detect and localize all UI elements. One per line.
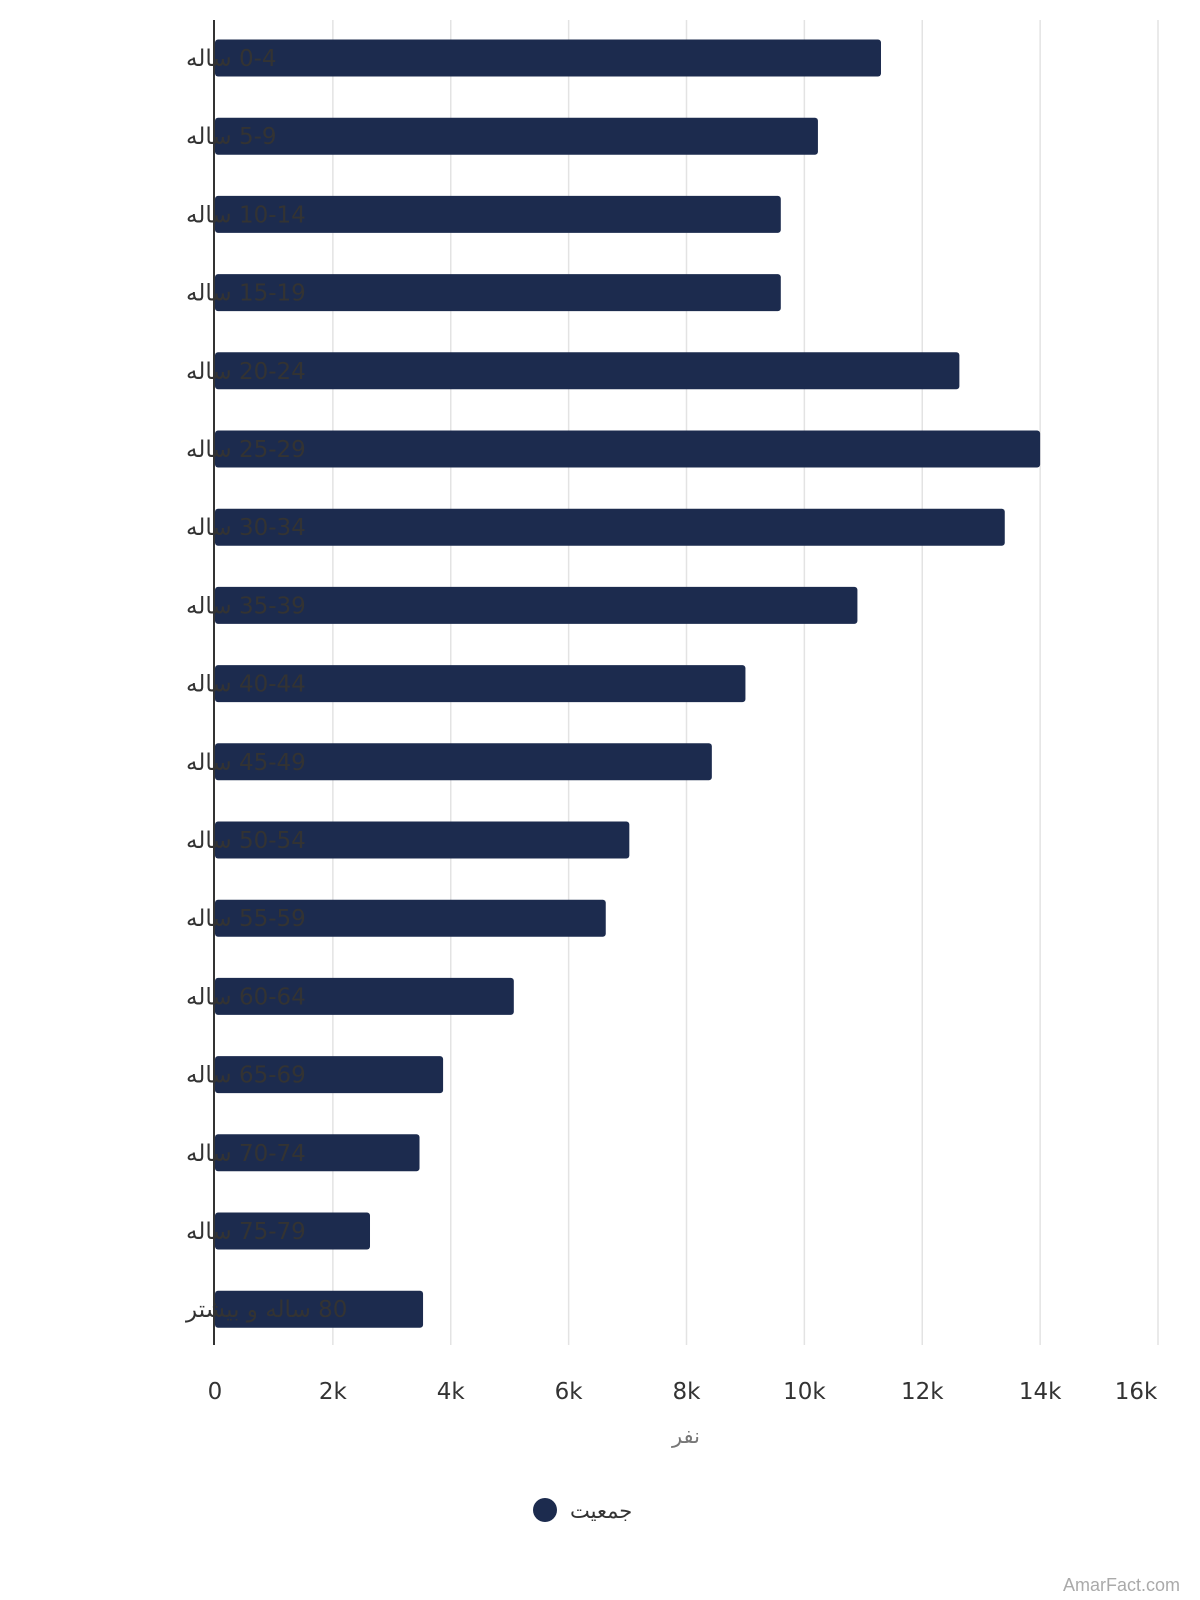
category-label: 80 ساله و بیشتر (185, 1297, 347, 1323)
legend-label: جمعیت (570, 1499, 632, 1523)
category-label: 25-29 ساله (186, 437, 306, 463)
x-tick-label: 10k (783, 1379, 826, 1405)
legend-marker (533, 1498, 557, 1522)
category-label: 0-4 ساله (186, 46, 277, 72)
bar[interactable] (215, 39, 881, 77)
bar[interactable] (215, 1134, 420, 1172)
bar[interactable] (215, 1056, 444, 1094)
category-label: 75-79 ساله (186, 1219, 306, 1245)
bar[interactable] (215, 352, 960, 390)
x-tick-label: 12k (901, 1379, 944, 1405)
bars (215, 39, 1041, 1328)
x-tick-label: 6k (555, 1379, 584, 1405)
bar[interactable] (215, 508, 1005, 546)
category-label: 5-9 ساله (186, 124, 277, 150)
category-label: 15-19 ساله (186, 281, 306, 307)
category-label: 30-34 ساله (186, 515, 306, 541)
legend[interactable]: جمعیت (533, 1498, 632, 1523)
x-tick-label: 14k (1019, 1379, 1062, 1405)
category-label: 70-74 ساله (186, 1141, 306, 1167)
bar[interactable] (215, 665, 746, 703)
bar[interactable] (215, 1212, 371, 1250)
category-labels: 0-4 ساله 5-9 ساله 10-14 ساله 15-19 ساله 20-2… (185, 46, 347, 1323)
category-label: 45-49 ساله (186, 750, 306, 776)
category-label: 60-64 ساله (186, 984, 306, 1010)
x-tick-label: 2k (319, 1379, 348, 1405)
bar[interactable] (215, 586, 858, 624)
bar[interactable] (215, 117, 818, 155)
x-tick-label: 4k (437, 1379, 466, 1405)
category-label: 40-44 ساله (186, 672, 306, 698)
bar[interactable] (215, 195, 781, 233)
bar[interactable] (215, 899, 606, 937)
category-label: 50-54 ساله (186, 828, 306, 854)
watermark: AmarFact.com (1062, 1575, 1180, 1595)
x-axis-title: نفر (671, 1424, 700, 1448)
category-label: 55-59 ساله (186, 906, 306, 932)
category-label: 65-69 ساله (186, 1063, 306, 1089)
x-tick-label: 0 (208, 1379, 223, 1405)
bar[interactable] (215, 743, 712, 781)
bar[interactable] (215, 1290, 424, 1328)
category-label: 35-39 ساله (186, 593, 306, 619)
x-tick-labels: 0 2k 4k 6k 8k 10k 12k 14k 16k (208, 1379, 1158, 1405)
bar[interactable] (215, 274, 781, 312)
bar[interactable] (215, 430, 1041, 468)
bar[interactable] (215, 821, 630, 859)
x-tick-label: 16k (1115, 1379, 1158, 1405)
x-tick-label: 8k (673, 1379, 702, 1405)
category-label: 10-14 ساله (186, 202, 306, 228)
category-label: 20-24 ساله (186, 359, 306, 385)
bar[interactable] (215, 977, 514, 1015)
